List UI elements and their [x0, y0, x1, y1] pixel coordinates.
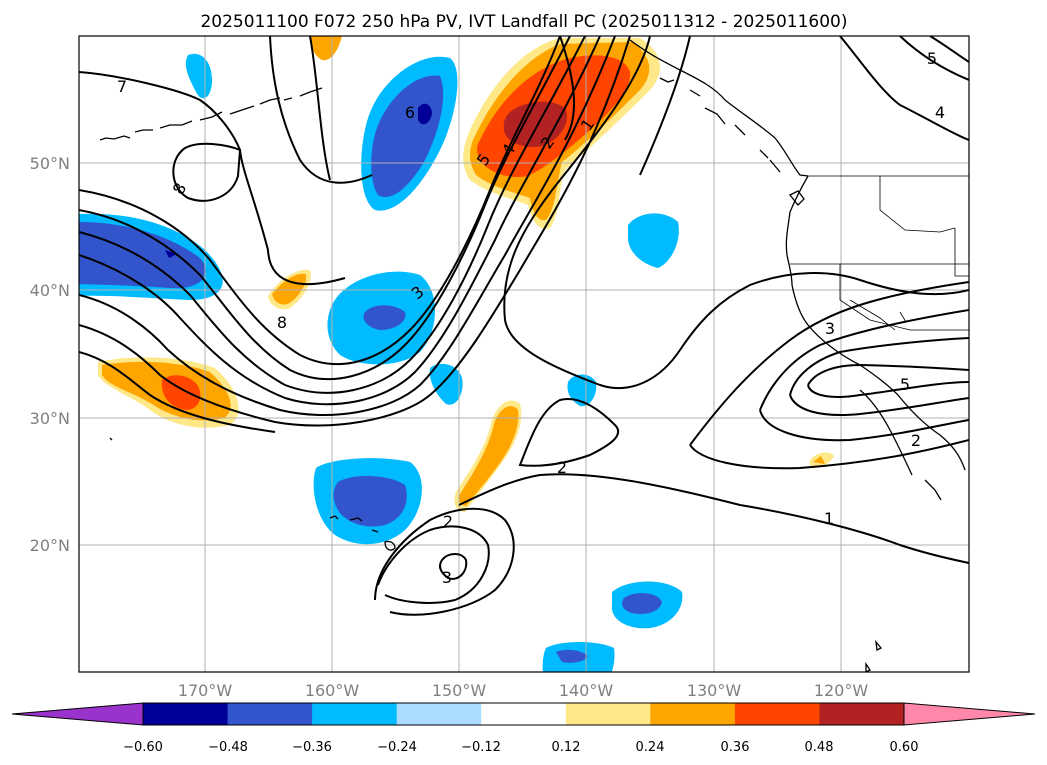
colorbar-tick-label: 0.36	[721, 740, 750, 755]
political-borders	[790, 175, 969, 331]
coastlines	[99, 39, 966, 672]
colorbar-tick-label: 0.24	[636, 740, 665, 755]
lon-label: 170°W	[178, 681, 233, 700]
contour-label: 7	[117, 77, 127, 96]
colorbar-tick-label: −0.12	[461, 740, 501, 755]
colorbar	[11, 702, 1036, 726]
colorbar-bin	[565, 703, 651, 725]
contour-label: 6	[405, 103, 415, 122]
colorbar-tick-label: −0.60	[123, 740, 163, 755]
contour-label: 3	[442, 568, 452, 587]
figure-title: 2025011100 F072 250 hPa PV, IVT Landfall…	[200, 12, 847, 32]
longitude-labels: 170°W 160°W 150°W 140°W 130°W 120°W	[178, 681, 869, 700]
colorbar-bin	[312, 703, 398, 725]
colorbar-tick-label: −0.36	[292, 740, 332, 755]
lon-label: 140°W	[559, 681, 614, 700]
lon-label: 150°W	[432, 681, 487, 700]
graticule	[79, 36, 969, 672]
latitude-labels: 50°N 40°N 30°N 20°N	[30, 154, 70, 555]
lat-label: 40°N	[30, 281, 70, 300]
lat-label: 30°N	[30, 409, 70, 428]
colorbar-bin	[143, 703, 229, 725]
colorbar-bin	[227, 703, 313, 725]
colorbar-tick-label: 0.60	[890, 740, 919, 755]
contour-label: 2	[911, 431, 921, 450]
colorbar-extend-max	[903, 702, 1036, 726]
ivt-contours	[79, 36, 969, 616]
contour-label: 8	[277, 313, 287, 332]
colorbar-extend-min	[11, 702, 144, 726]
lon-label: 120°W	[814, 681, 869, 700]
contour-label: 3	[825, 319, 835, 338]
lon-label: 130°W	[687, 681, 742, 700]
colorbar-bin	[396, 703, 482, 725]
colorbar-bin	[819, 703, 905, 725]
colorbar-bin	[734, 703, 820, 725]
colorbar-tick-label: 0.12	[552, 740, 581, 755]
contour-label: 2	[443, 512, 453, 531]
colorbar-bin	[650, 703, 736, 725]
lon-label: 160°W	[305, 681, 360, 700]
colorbar-tick-label: 0.48	[805, 740, 834, 755]
map-panel: 7 8 6 5 4 2 1 4 5 8 3 3 5 2 2 2 3 1	[79, 36, 969, 672]
lat-label: 50°N	[30, 154, 70, 173]
colorbar-bin	[481, 703, 567, 725]
contour-label: 5	[927, 49, 937, 68]
map-frame	[78, 35, 970, 673]
contour-label: 2	[557, 458, 567, 477]
colorbar-tick-label: −0.48	[208, 740, 248, 755]
lat-label: 20°N	[30, 536, 70, 555]
colorbar-frame	[142, 702, 905, 726]
colorbar-tick-label: −0.24	[377, 740, 417, 755]
contour-label: 1	[824, 509, 834, 528]
contour-label: 5	[900, 375, 910, 394]
colorbar-tick-labels: −0.60 −0.48 −0.36 −0.24 −0.12 0.12 0.24 …	[123, 740, 918, 755]
contour-label: 4	[935, 103, 945, 122]
